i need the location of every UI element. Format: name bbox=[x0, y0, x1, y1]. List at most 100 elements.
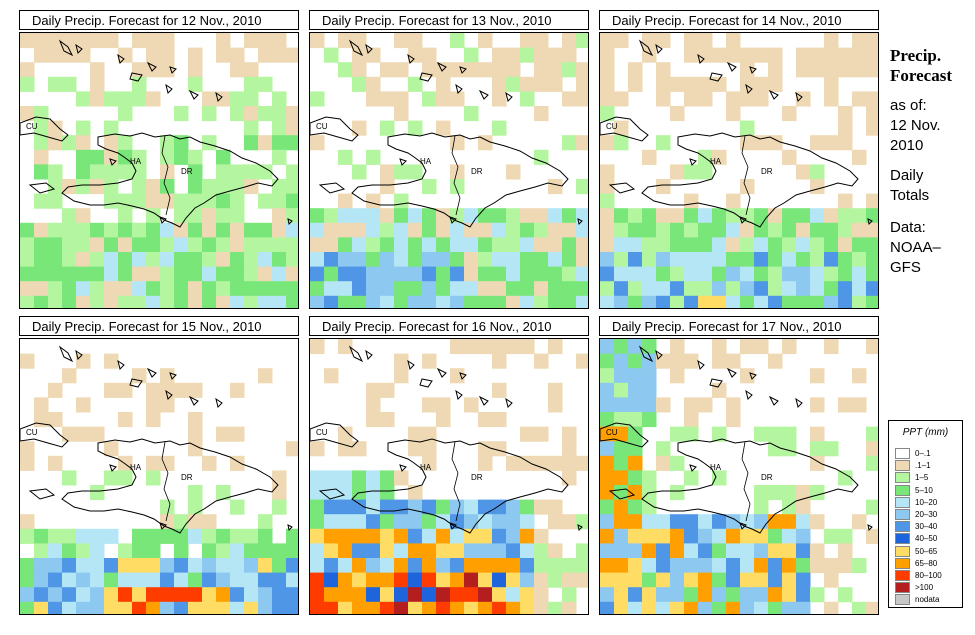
island-outline bbox=[188, 89, 199, 100]
legend-swatch bbox=[895, 448, 910, 459]
precip-cell bbox=[216, 587, 231, 603]
precip-cell bbox=[20, 572, 35, 588]
precip-cell bbox=[576, 558, 588, 574]
precip-cell bbox=[352, 120, 367, 136]
precip-cell bbox=[628, 543, 643, 559]
precip-cell bbox=[366, 252, 381, 268]
precip-cell bbox=[366, 149, 381, 165]
precip-cell bbox=[394, 164, 409, 180]
precip-cell bbox=[76, 558, 91, 574]
precip-cell bbox=[782, 106, 797, 122]
precip-cell bbox=[670, 368, 685, 384]
island-outline bbox=[655, 349, 663, 360]
precip-cell bbox=[768, 485, 783, 501]
data-source-model: GFS bbox=[890, 259, 921, 276]
precip-cell bbox=[394, 281, 409, 297]
island-outline bbox=[449, 522, 457, 530]
precip-cell bbox=[520, 91, 535, 107]
precip-cell bbox=[408, 441, 423, 457]
precip-cell bbox=[422, 455, 437, 471]
precip-cell bbox=[478, 222, 493, 238]
precip-cell bbox=[366, 587, 381, 603]
island-outline bbox=[348, 345, 364, 363]
precip-cell bbox=[34, 601, 49, 614]
precip-cell bbox=[34, 558, 49, 574]
precip-cell bbox=[324, 47, 339, 63]
precip-cell bbox=[324, 295, 339, 308]
precip-cell bbox=[450, 266, 465, 282]
precip-cell bbox=[174, 572, 189, 588]
precip-cell bbox=[352, 281, 367, 297]
precip-cell bbox=[380, 382, 395, 398]
legend-swatch bbox=[895, 460, 910, 472]
precip-cell bbox=[726, 33, 741, 49]
precip-cell bbox=[244, 33, 259, 49]
precip-cell bbox=[562, 281, 577, 297]
precip-cell bbox=[324, 281, 339, 297]
precip-cell bbox=[866, 441, 878, 457]
precip-cell bbox=[684, 208, 699, 224]
sidebar-heading-2: Forecast bbox=[890, 66, 952, 85]
precip-cell bbox=[838, 397, 853, 413]
precip-cell bbox=[726, 543, 741, 559]
precip-cell bbox=[118, 543, 133, 559]
precip-cell bbox=[576, 252, 588, 268]
precip-cell bbox=[628, 514, 643, 530]
precip-cell bbox=[104, 222, 119, 238]
precip-cell bbox=[614, 208, 629, 224]
precip-cell bbox=[726, 237, 741, 253]
precip-cell bbox=[104, 528, 119, 544]
precip-cell bbox=[146, 543, 161, 559]
precip-cell bbox=[272, 601, 287, 614]
precip-cell bbox=[642, 208, 657, 224]
precip-grid bbox=[600, 33, 878, 308]
island-outline bbox=[169, 66, 177, 74]
island-outline bbox=[459, 372, 467, 380]
precip-cell bbox=[48, 412, 63, 428]
precip-cell bbox=[146, 572, 161, 588]
precip-cell bbox=[174, 601, 189, 614]
precip-cell bbox=[866, 601, 878, 614]
island-outline bbox=[169, 372, 177, 380]
precip-cell bbox=[698, 222, 713, 238]
precip-cell bbox=[132, 179, 147, 195]
precip-cell bbox=[216, 426, 231, 442]
precip-cell bbox=[310, 572, 325, 588]
precip-cell bbox=[852, 266, 867, 282]
precip-cell bbox=[202, 572, 217, 588]
precip-cell bbox=[852, 281, 867, 297]
island-outline bbox=[505, 91, 513, 102]
precip-cell bbox=[76, 266, 91, 282]
precip-cell bbox=[230, 164, 245, 180]
island-outline bbox=[436, 367, 447, 378]
precip-cell bbox=[408, 572, 423, 588]
precip-cell bbox=[670, 528, 685, 544]
precip-cell bbox=[548, 397, 563, 413]
precip-cell bbox=[286, 222, 298, 238]
label-haiti: HA bbox=[710, 463, 722, 472]
precip-cell bbox=[600, 47, 615, 63]
precip-cell bbox=[866, 33, 878, 49]
precip-cell bbox=[48, 237, 63, 253]
precip-cell bbox=[352, 514, 367, 530]
precip-cell bbox=[230, 91, 245, 107]
precip-cell bbox=[562, 441, 577, 457]
precip-cell bbox=[20, 62, 35, 78]
precip-cell bbox=[188, 426, 203, 442]
precip-cell bbox=[534, 295, 549, 308]
precip-cell bbox=[600, 441, 615, 457]
precip-cell bbox=[464, 339, 479, 355]
precip-cell bbox=[352, 601, 367, 614]
precip-cell bbox=[436, 237, 451, 253]
precip-cell bbox=[408, 558, 423, 574]
precip-cell bbox=[740, 601, 755, 614]
precip-cell bbox=[754, 601, 769, 614]
island-outline bbox=[655, 43, 663, 54]
precip-cell bbox=[852, 601, 867, 614]
precip-cell bbox=[670, 208, 685, 224]
precip-cell bbox=[310, 339, 325, 355]
precip-grid bbox=[20, 353, 298, 614]
precip-cell bbox=[614, 266, 629, 282]
precip-cell bbox=[272, 47, 287, 63]
precip-cell bbox=[464, 281, 479, 297]
